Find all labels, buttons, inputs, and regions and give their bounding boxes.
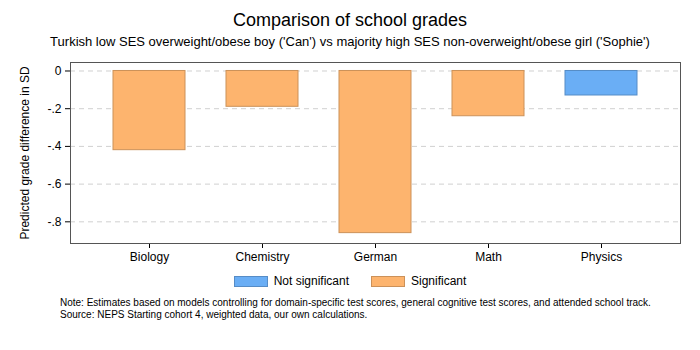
- svg-text:-.8: -.8: [47, 215, 61, 229]
- html-text:Turkish low SES overweight/obe: Turkish low SES overweight/obese boy ('C…: [50, 34, 650, 49]
- svg-text:Biology: Biology: [130, 250, 169, 264]
- html-text:Comparison of school grades: Comparison of school grades: [232, 10, 468, 30]
- svg-text:0: 0: [55, 64, 62, 78]
- svg-text:German: German: [354, 250, 397, 264]
- svg-text:-.4: -.4: [47, 139, 61, 153]
- svg-text:Physics: Physics: [581, 250, 622, 264]
- html-text:Not significant: Not significant: [273, 274, 349, 288]
- svg-text:-.6: -.6: [47, 177, 61, 191]
- html-text:Note: Estimates based on model: Note: Estimates based on models controll…: [60, 297, 651, 308]
- svg-text:Predicted grade difference in: Predicted grade difference in SD: [18, 66, 32, 240]
- svg-text:-.2: -.2: [47, 102, 61, 116]
- svg-text:Math: Math: [475, 250, 502, 264]
- svg-text:Chemistry: Chemistry: [235, 250, 289, 264]
- html-text:Significant: Significant: [411, 274, 467, 288]
- html-text:Source: NEPS Starting cohort 4: Source: NEPS Starting cohort 4, weighted…: [60, 309, 368, 320]
